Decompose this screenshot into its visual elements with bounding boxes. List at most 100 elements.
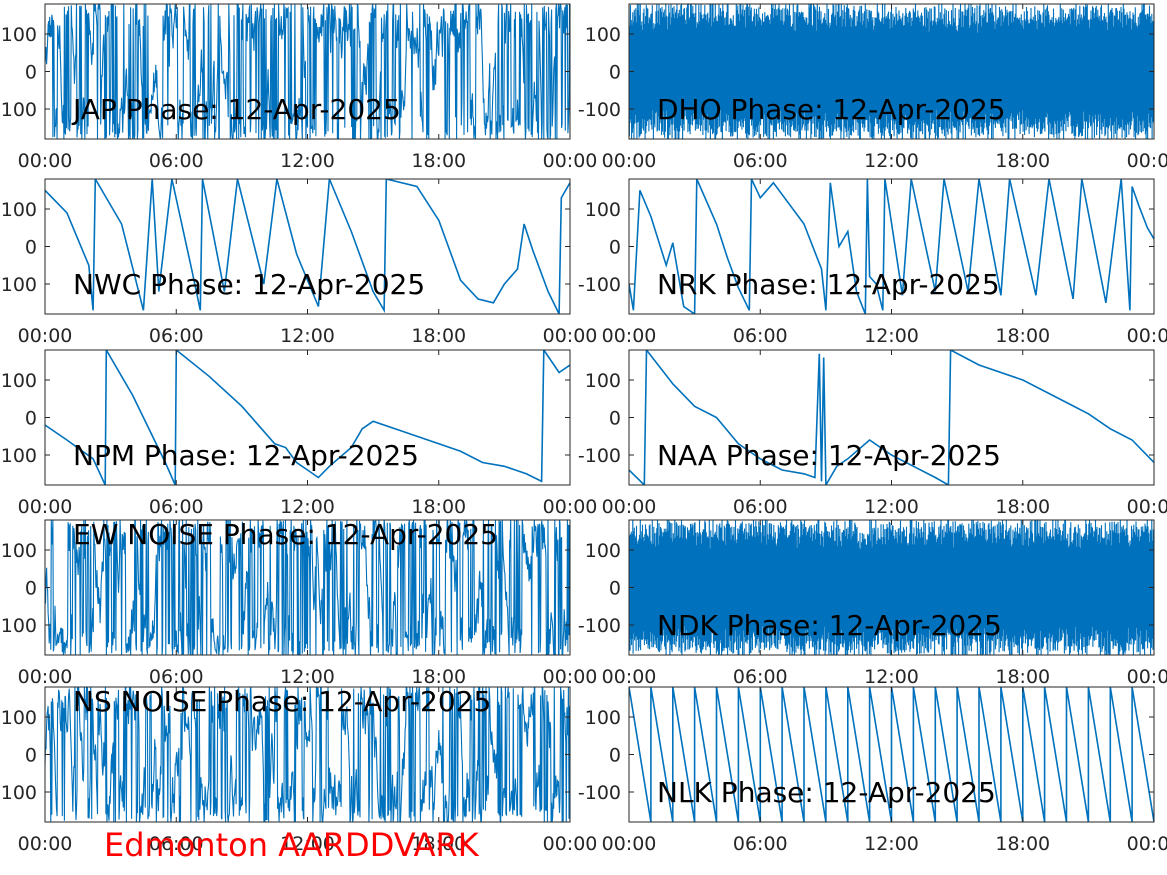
phase-trace-5 bbox=[45, 350, 570, 485]
x-tick-label: 00:00 bbox=[18, 496, 73, 518]
y-tick-label: 0 bbox=[25, 62, 37, 84]
phase-trace-10 bbox=[629, 687, 1154, 822]
y-tick-label: -100 bbox=[0, 615, 37, 637]
phase-panel-4: 100 0 -100 00:00 06:00 12:00 18:00 00:00 NRK Pha… bbox=[578, 178, 1167, 347]
x-tick-label: 06:00 bbox=[733, 325, 788, 347]
x-tick-label: 18:00 bbox=[411, 666, 466, 688]
y-tick-label: 0 bbox=[25, 745, 37, 767]
phase-panel-10: 100 0 -100 00:00 06:00 12:00 18:00 00:00 NLK Pha… bbox=[578, 686, 1167, 855]
phase-panel-1: 100 0 -100 00:00 06:00 12:00 18:00 00:00 JAP Pha… bbox=[0, 3, 598, 172]
x-tick-label: 06:00 bbox=[733, 150, 788, 172]
x-tick-label: 12:00 bbox=[280, 150, 335, 172]
phase-trace-9 bbox=[45, 687, 570, 822]
x-tick-label: 18:00 bbox=[995, 666, 1050, 688]
x-tick-label: 12:00 bbox=[864, 150, 919, 172]
x-tick-label: 00:00 bbox=[543, 150, 598, 172]
phase-panel-7: 100 0 -100 00:00 06:00 12:00 18:00 00:00 EW NOIS… bbox=[0, 518, 597, 688]
y-tick-label: 100 bbox=[1, 370, 37, 392]
x-tick-label: 18:00 bbox=[995, 833, 1050, 855]
phase-trace-7 bbox=[45, 520, 570, 655]
y-tick-label: 0 bbox=[25, 578, 37, 600]
y-tick-label: 100 bbox=[1, 199, 37, 221]
x-tick-label: 00:00 bbox=[543, 496, 598, 518]
x-tick-label: 18:00 bbox=[411, 325, 466, 347]
phase-trace-8 bbox=[629, 520, 1154, 655]
x-tick-label: 06:00 bbox=[733, 666, 788, 688]
x-tick-label: 00:00 bbox=[1127, 150, 1167, 172]
y-tick-label: 100 bbox=[1, 707, 37, 729]
station-label: Edmonton AARDDVARK bbox=[104, 826, 479, 864]
phase-panel-6: 100 0 -100 00:00 06:00 12:00 18:00 00:00 NAA Pha… bbox=[578, 349, 1167, 518]
x-tick-label: 00:00 bbox=[602, 666, 657, 688]
x-tick-label: 00:00 bbox=[18, 325, 73, 347]
x-tick-label: 18:00 bbox=[995, 150, 1050, 172]
x-tick-label: 00:00 bbox=[602, 833, 657, 855]
y-tick-label: 100 bbox=[585, 540, 621, 562]
y-tick-label: -100 bbox=[0, 782, 37, 804]
y-tick-label: 0 bbox=[609, 745, 621, 767]
x-tick-label: 06:00 bbox=[149, 666, 204, 688]
phase-panel-2: 100 0 -100 00:00 06:00 12:00 18:00 00:00 DHO Pha… bbox=[578, 3, 1167, 172]
y-tick-label: 100 bbox=[585, 199, 621, 221]
x-tick-label: 00:00 bbox=[1127, 833, 1167, 855]
x-tick-label: 00:00 bbox=[18, 833, 73, 855]
x-tick-label: 12:00 bbox=[280, 325, 335, 347]
x-tick-label: 00:00 bbox=[543, 325, 598, 347]
phase-trace-3 bbox=[45, 179, 570, 314]
phase-panel-9: 100 0 -100 00:00 06:00 12:00 18:00 00:00 NS NOIS… bbox=[0, 685, 597, 855]
panel-title: DHO Phase: 12-Apr-2025 bbox=[657, 93, 1006, 126]
x-tick-label: 00:00 bbox=[602, 496, 657, 518]
x-tick-label: 00:00 bbox=[1127, 496, 1167, 518]
x-tick-label: 18:00 bbox=[411, 496, 466, 518]
x-tick-label: 12:00 bbox=[864, 496, 919, 518]
x-tick-label: 06:00 bbox=[149, 150, 204, 172]
panel-title: NAA Phase: 12-Apr-2025 bbox=[657, 439, 1001, 472]
panel-title: EW NOISE Phase: 12-Apr-2025 bbox=[73, 518, 498, 551]
y-tick-label: 100 bbox=[585, 370, 621, 392]
panel-title: NPM Phase: 12-Apr-2025 bbox=[73, 439, 419, 472]
x-tick-label: 06:00 bbox=[149, 325, 204, 347]
x-tick-label: 00:00 bbox=[1127, 666, 1167, 688]
x-tick-label: 18:00 bbox=[995, 496, 1050, 518]
x-tick-label: 00:00 bbox=[602, 150, 657, 172]
y-tick-label: -100 bbox=[578, 615, 621, 637]
y-tick-label: -100 bbox=[578, 782, 621, 804]
x-tick-label: 00:00 bbox=[602, 325, 657, 347]
panel-title: NLK Phase: 12-Apr-2025 bbox=[657, 776, 996, 809]
x-tick-label: 12:00 bbox=[280, 666, 335, 688]
x-tick-label: 00:00 bbox=[18, 666, 73, 688]
y-tick-label: 0 bbox=[25, 237, 37, 259]
x-tick-label: 06:00 bbox=[149, 833, 204, 855]
x-tick-label: 00:00 bbox=[1127, 325, 1167, 347]
x-tick-label: 18:00 bbox=[411, 150, 466, 172]
x-tick-label: 12:00 bbox=[864, 666, 919, 688]
panel-title: JAP Phase: 12-Apr-2025 bbox=[71, 93, 401, 126]
x-tick-label: 00:00 bbox=[18, 150, 73, 172]
y-tick-label: -100 bbox=[578, 274, 621, 296]
phase-panel-5: 100 0 -100 00:00 06:00 12:00 18:00 00:00 NPM Pha… bbox=[0, 349, 598, 518]
x-tick-label: 12:00 bbox=[280, 496, 335, 518]
y-tick-label: 0 bbox=[609, 62, 621, 84]
phase-panel-3: 100 0 -100 00:00 06:00 12:00 18:00 00:00 NWC Pha… bbox=[0, 178, 598, 347]
x-tick-label: 12:00 bbox=[864, 833, 919, 855]
y-tick-label: -100 bbox=[0, 445, 37, 467]
x-tick-label: 12:00 bbox=[280, 833, 335, 855]
y-tick-label: 100 bbox=[1, 540, 37, 562]
y-tick-label: -100 bbox=[0, 274, 37, 296]
x-tick-label: 06:00 bbox=[149, 496, 204, 518]
x-tick-label: 06:00 bbox=[733, 496, 788, 518]
y-tick-label: 100 bbox=[585, 707, 621, 729]
y-tick-label: 0 bbox=[609, 237, 621, 259]
y-tick-label: 0 bbox=[609, 408, 621, 430]
y-tick-label: 0 bbox=[609, 578, 621, 600]
y-tick-label: 100 bbox=[585, 24, 621, 46]
panel-title: NS NOISE Phase: 12-Apr-2025 bbox=[73, 685, 491, 718]
x-tick-label: 18:00 bbox=[995, 325, 1050, 347]
x-tick-label: 12:00 bbox=[864, 325, 919, 347]
phase-trace-1 bbox=[45, 4, 570, 139]
phase-panel-8: 100 0 -100 00:00 06:00 12:00 18:00 00:00 NDK Pha… bbox=[578, 519, 1167, 688]
x-tick-label: 00:00 bbox=[543, 833, 598, 855]
panel-title: NRK Phase: 12-Apr-2025 bbox=[657, 268, 1000, 301]
y-tick-label: -100 bbox=[578, 99, 621, 121]
